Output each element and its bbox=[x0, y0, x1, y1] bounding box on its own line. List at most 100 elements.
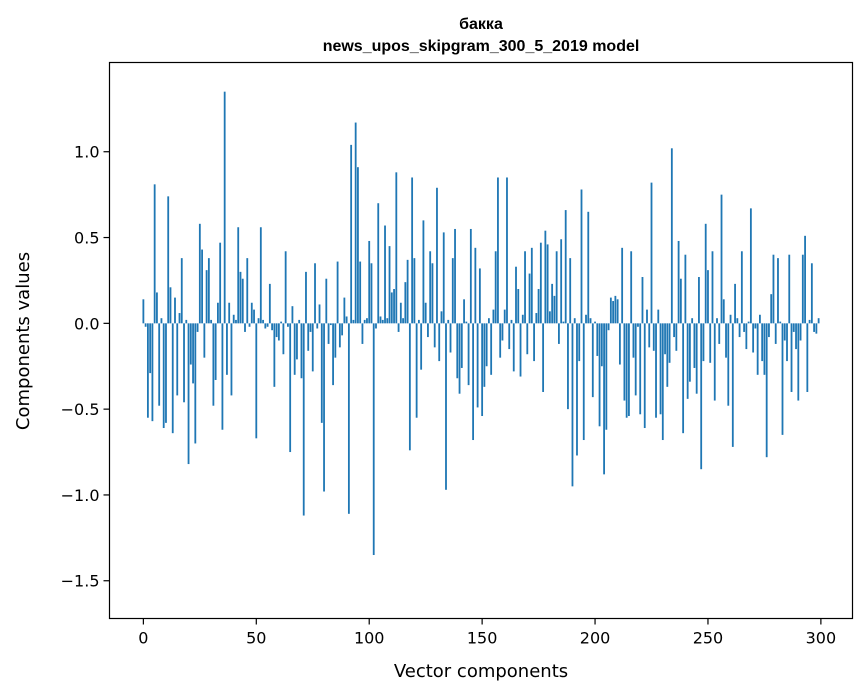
bar bbox=[729, 314, 732, 324]
bar bbox=[194, 323, 197, 444]
bar bbox=[415, 323, 418, 418]
bar bbox=[668, 323, 671, 363]
y-tick-label: −1.5 bbox=[61, 572, 100, 591]
bar bbox=[291, 306, 294, 324]
bar bbox=[709, 323, 712, 363]
bar bbox=[501, 323, 504, 341]
bar bbox=[677, 240, 680, 324]
bar bbox=[544, 230, 547, 324]
bar bbox=[693, 323, 696, 368]
x-axis-ticks: 0 50 100 150 200 250 300 bbox=[138, 618, 836, 648]
bar bbox=[779, 321, 782, 324]
bar bbox=[275, 323, 278, 338]
bar bbox=[323, 323, 325, 492]
bar bbox=[395, 172, 398, 324]
bar bbox=[707, 270, 709, 324]
bar bbox=[695, 323, 698, 394]
bar bbox=[524, 251, 526, 324]
bar bbox=[589, 318, 592, 324]
bar bbox=[386, 318, 389, 324]
bar bbox=[422, 220, 425, 324]
bar bbox=[307, 323, 310, 351]
bar bbox=[235, 319, 237, 324]
bar bbox=[146, 323, 149, 418]
bar bbox=[460, 323, 463, 368]
bar bbox=[548, 311, 551, 324]
bar bbox=[165, 323, 167, 423]
y-tick-label: −0.5 bbox=[61, 400, 100, 419]
bar bbox=[217, 302, 219, 324]
x-tick-label: 50 bbox=[246, 629, 266, 648]
bar bbox=[361, 323, 364, 344]
bar bbox=[747, 321, 750, 324]
bar bbox=[239, 271, 242, 324]
bar bbox=[246, 258, 249, 324]
bar bbox=[381, 319, 384, 324]
bar bbox=[754, 323, 757, 329]
x-axis-label: Vector components bbox=[394, 661, 568, 682]
bar bbox=[655, 323, 657, 418]
bar bbox=[192, 323, 194, 384]
bar bbox=[578, 323, 581, 362]
bar bbox=[539, 242, 542, 324]
bar bbox=[628, 323, 630, 417]
bar bbox=[253, 309, 255, 324]
bar bbox=[370, 263, 373, 324]
bar bbox=[625, 323, 628, 418]
bar bbox=[492, 309, 495, 324]
bar bbox=[567, 323, 569, 410]
bar bbox=[623, 323, 626, 401]
bar bbox=[752, 323, 755, 353]
bar bbox=[463, 299, 465, 324]
bar bbox=[515, 266, 517, 324]
bar bbox=[481, 323, 484, 417]
bar bbox=[406, 259, 409, 324]
chart-subtitle: news_upos_skipgram_300_5_2019 model bbox=[323, 38, 640, 55]
bar bbox=[357, 167, 359, 324]
bar bbox=[558, 323, 560, 344]
bar bbox=[187, 323, 190, 465]
bar bbox=[347, 323, 350, 514]
bar bbox=[648, 323, 651, 348]
bar bbox=[761, 323, 764, 362]
bar bbox=[397, 323, 400, 332]
bar bbox=[273, 323, 276, 387]
bar bbox=[576, 323, 578, 456]
x-tick-label: 200 bbox=[580, 629, 611, 648]
bar bbox=[257, 318, 260, 324]
bar bbox=[512, 323, 515, 372]
bar bbox=[413, 258, 416, 324]
bar bbox=[408, 323, 411, 451]
bar bbox=[266, 323, 269, 327]
bar bbox=[582, 323, 585, 441]
bar bbox=[169, 287, 172, 324]
bar bbox=[440, 311, 443, 324]
bar bbox=[363, 319, 366, 324]
bar bbox=[144, 323, 147, 327]
bar bbox=[411, 177, 414, 324]
bar bbox=[684, 254, 687, 324]
bar bbox=[533, 323, 535, 362]
bar bbox=[431, 263, 434, 324]
bar bbox=[429, 251, 432, 324]
bar bbox=[458, 323, 461, 394]
bar bbox=[417, 319, 420, 324]
x-tick-label: 150 bbox=[467, 629, 498, 648]
bar bbox=[774, 323, 777, 344]
bar bbox=[262, 319, 264, 324]
bar bbox=[327, 323, 330, 344]
bar bbox=[171, 323, 174, 434]
bar bbox=[618, 323, 621, 365]
bar bbox=[781, 323, 784, 435]
bar bbox=[519, 323, 522, 377]
bar bbox=[311, 323, 314, 372]
x-tick-label: 0 bbox=[138, 629, 148, 648]
bar bbox=[433, 323, 436, 348]
bar bbox=[725, 323, 727, 358]
bar bbox=[702, 323, 705, 362]
bar bbox=[738, 323, 741, 338]
bar bbox=[770, 294, 773, 324]
bar bbox=[713, 323, 716, 401]
bar bbox=[341, 323, 344, 336]
